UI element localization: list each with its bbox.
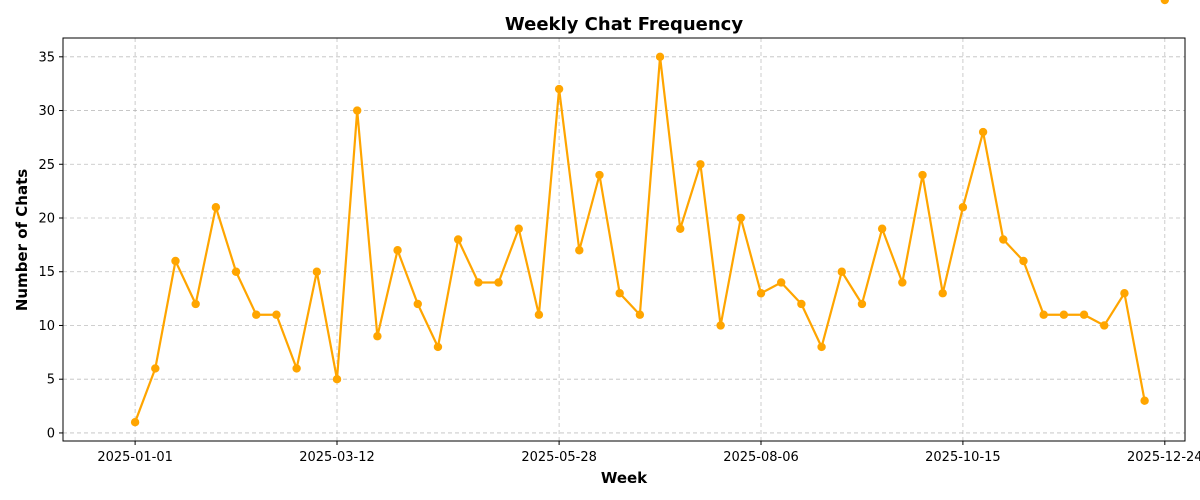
data-point: [595, 170, 604, 180]
data-point: [1059, 310, 1069, 319]
data-point: [1120, 289, 1129, 298]
data-point: [514, 224, 523, 233]
data-point: [151, 364, 160, 373]
data-point: [797, 299, 806, 309]
data-point: [1160, 0, 1170, 5]
series-line: [134, 55, 1146, 423]
y-tick-label: 15: [38, 265, 55, 280]
data-point: [231, 267, 241, 276]
data-point: [130, 417, 140, 427]
data-point: [877, 224, 887, 233]
data-point: [575, 246, 584, 255]
data-point: [776, 278, 786, 287]
data-point: [211, 203, 221, 212]
y-axis-label: Number of Chats: [13, 169, 31, 311]
data-point: [696, 160, 705, 169]
data-point: [1039, 310, 1048, 319]
x-tick-label: 2025-08-06: [723, 450, 799, 465]
y-tick-label: 35: [38, 50, 55, 65]
data-point: [978, 127, 988, 137]
y-tick-label: 20: [38, 212, 55, 227]
data-point: [1100, 321, 1109, 330]
chart-title: Weekly Chat Frequency: [505, 14, 743, 35]
data-point: [635, 310, 645, 319]
data-point: [999, 235, 1008, 244]
data-point: [918, 170, 927, 180]
y-tick-label: 10: [38, 319, 55, 334]
data-point: [252, 310, 261, 319]
data-point: [1140, 396, 1149, 405]
data-point: [332, 375, 342, 384]
data-point: [898, 278, 907, 287]
y-tick-label: 30: [38, 104, 55, 119]
data-point: [292, 364, 301, 373]
data-point: [676, 224, 685, 233]
x-tick-label: 2025-01-01: [97, 450, 173, 465]
y-tick-label: 0: [47, 426, 55, 441]
data-point: [1019, 256, 1028, 266]
x-tick-label: 2025-03-12: [299, 450, 375, 465]
data-point: [191, 299, 200, 309]
x-tick-label: 2025-05-28: [521, 450, 597, 465]
plot-frame: [62, 37, 1186, 442]
data-point: [736, 213, 746, 223]
data-point: [353, 106, 362, 115]
data-point: [615, 289, 624, 298]
data-point: [716, 321, 725, 330]
data-point: [1079, 310, 1089, 319]
x-tick-label: 2025-12-24: [1127, 450, 1200, 465]
axis-ticks: 0 5 10 15 20 25 30 35 2025-01-01 2025-03-12 2025-0…: [38, 50, 1200, 465]
data-point: [534, 310, 544, 319]
data-point: [373, 332, 382, 341]
data-point: [938, 289, 947, 298]
y-tick-label: 25: [38, 158, 55, 173]
data-point: [817, 342, 826, 352]
data-point: [312, 267, 322, 276]
series: [130, 0, 1170, 427]
data-point: [453, 235, 463, 244]
data-point: [272, 310, 281, 319]
x-tick-label: 2025-10-15: [925, 450, 1001, 465]
data-point: [756, 289, 766, 298]
data-point: [494, 278, 503, 287]
data-point: [958, 203, 968, 212]
x-axis-label: Week: [601, 469, 648, 487]
data-point: [413, 299, 422, 309]
data-point: [857, 299, 867, 309]
data-point: [837, 267, 846, 276]
data-point: [171, 256, 180, 266]
data-point: [655, 52, 665, 62]
data-point: [554, 84, 564, 94]
data-point: [393, 246, 402, 255]
data-point: [433, 342, 443, 352]
grid: [63, 38, 1185, 441]
y-tick-label: 5: [47, 373, 55, 388]
data-point: [474, 278, 483, 287]
